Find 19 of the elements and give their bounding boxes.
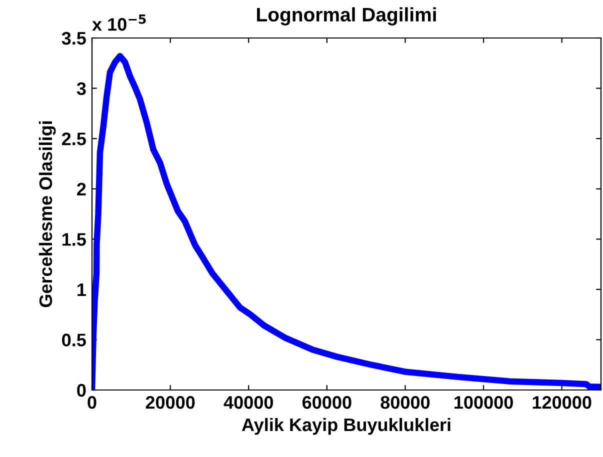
- x-tick-label: 40000: [224, 396, 273, 409]
- y-tick-label: 1.5: [62, 233, 86, 246]
- x-tick-label: 0: [88, 396, 96, 409]
- text: x 10$^{−5}$: [92, 14, 146, 31]
- y-tick-label: 2.5: [62, 132, 86, 146]
- y-tick-label: 1: [78, 284, 86, 296]
- y-tick-label: 0.5: [62, 334, 86, 346]
- x-tick-label: 120000: [532, 396, 592, 409]
- y-tick-label: 0: [77, 384, 86, 397]
- x-tick-label: 80000: [380, 396, 430, 409]
- x-tick-label: 20000: [146, 396, 195, 409]
- x-axis-title: Aylik Kayip Buyuklukleri: [242, 418, 450, 435]
- y-axis-title: Gerceklesme Olasiligi: [38, 121, 56, 308]
- chart-title: Lognormal Dagilimi: [257, 7, 436, 26]
- x-tick-label: 60000: [302, 396, 352, 409]
- y-tick-label: 2: [77, 182, 86, 196]
- y-tick-label: 3.5: [62, 32, 86, 45]
- x-tick-label: 100000: [454, 396, 513, 409]
- y-tick-label: 3: [76, 82, 86, 96]
